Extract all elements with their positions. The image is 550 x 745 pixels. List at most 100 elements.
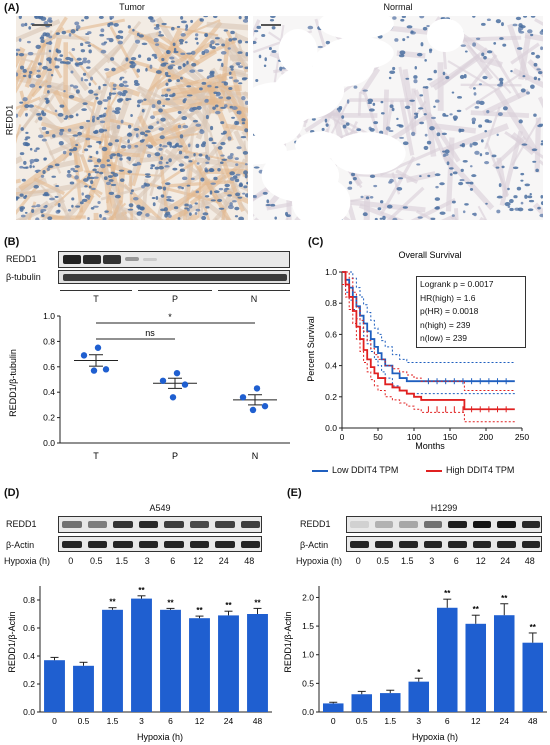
tissue-nucleus	[209, 70, 215, 74]
tissue-nucleus	[424, 133, 428, 137]
tissue-nucleus	[234, 206, 240, 211]
chart-c-survival: Overall Survival Percent Survival Months…	[306, 250, 529, 451]
tissue-nucleus	[368, 108, 375, 112]
tissue-nucleus	[107, 96, 112, 100]
tissue-nucleus	[130, 114, 133, 118]
tissue-nucleus	[145, 144, 151, 147]
chart-e-ylabel: REDD1/β-Actin	[283, 611, 293, 672]
tissue-nucleus	[91, 187, 96, 190]
timepoint-label: 24	[500, 556, 511, 566]
tissue-nucleus	[119, 77, 123, 81]
bar-xtick-label: 0	[331, 716, 336, 726]
tissue-nucleus	[110, 57, 115, 61]
tissue-nucleus	[173, 47, 177, 52]
tissue-nucleus	[535, 168, 539, 173]
tissue-nucleus	[45, 99, 49, 105]
tissue-nucleus	[139, 206, 145, 211]
tissue-nucleus	[101, 146, 108, 152]
tissue-nucleus	[241, 121, 246, 125]
chart-c-ytick-label: 0.0	[325, 423, 337, 433]
tissue-strand	[201, 199, 211, 220]
tissue-nucleus	[151, 196, 156, 200]
tissue-nucleus	[182, 125, 189, 129]
e-hypoxia-label: Hypoxia (h)	[296, 556, 343, 566]
tissue-nucleus	[256, 25, 262, 30]
tissue-nucleus	[373, 184, 378, 188]
tissue-nucleus	[74, 175, 79, 180]
tissue-nucleus	[367, 98, 374, 103]
tissue-nucleus	[42, 193, 48, 197]
tissue-nucleus	[189, 212, 192, 216]
tissue-nucleus	[399, 136, 405, 139]
bar-sig-label: **	[138, 586, 145, 595]
tissue-nucleus	[136, 104, 141, 108]
tissue-nucleus	[417, 216, 423, 219]
tissue-nucleus	[85, 137, 91, 141]
tissue-nucleus	[68, 94, 75, 99]
tissue-nucleus	[165, 49, 171, 55]
tissue-nucleus	[217, 145, 223, 150]
tissue-strand	[534, 117, 542, 173]
tissue-nucleus	[228, 38, 233, 42]
tissue-nucleus	[115, 35, 122, 40]
tissue-nucleus	[87, 31, 92, 35]
tissue-nucleus	[111, 67, 116, 72]
tissue-nucleus	[428, 48, 433, 52]
tissue-nucleus	[177, 110, 182, 114]
tissue-nucleus	[495, 166, 500, 169]
tissue-nucleus	[449, 173, 453, 176]
alveolar-space	[292, 177, 351, 220]
tissue-nucleus	[429, 126, 435, 131]
legend-low-swatch	[312, 470, 328, 472]
tissue-strand	[432, 53, 482, 91]
tissue-nucleus	[485, 151, 490, 155]
bar-sig-label: **	[473, 605, 480, 614]
tissue-nucleus	[46, 18, 52, 23]
tissue-nucleus	[160, 208, 166, 212]
tissue-nucleus	[70, 29, 76, 34]
tissue-nucleus	[230, 30, 235, 35]
tissue-nucleus	[422, 26, 428, 31]
tissue-nucleus	[87, 172, 91, 177]
tissue-nucleus	[127, 139, 130, 144]
tissue-nucleus	[202, 212, 209, 216]
tissue-strand	[168, 99, 204, 129]
tissue-nucleus	[264, 57, 267, 62]
tissue-nucleus	[130, 189, 134, 193]
tissue-nucleus	[166, 195, 172, 199]
tissue-nucleus	[155, 196, 159, 200]
tissue-nucleus	[221, 62, 224, 68]
tissue-nucleus	[46, 68, 52, 72]
tissue-nucleus	[98, 85, 101, 90]
tissue-nucleus	[120, 35, 124, 40]
tissue-nucleus	[155, 43, 160, 46]
tissue-nucleus	[469, 181, 474, 185]
tissue-strand	[160, 159, 198, 185]
tissue-nucleus	[141, 109, 145, 113]
tissue-nucleus	[510, 69, 513, 73]
tissue-nucleus	[117, 30, 124, 34]
tissue-nucleus	[137, 206, 141, 210]
tissue-nucleus	[164, 182, 171, 186]
tissue-nucleus	[114, 194, 121, 199]
tissue-nucleus	[176, 79, 180, 83]
bar-xtick-label: 1.5	[107, 716, 119, 726]
timepoint-label: 12	[193, 556, 204, 566]
tissue-nucleus	[200, 177, 205, 182]
tissue-nucleus	[28, 26, 32, 30]
tissue-nucleus	[119, 157, 123, 161]
tissue-nucleus	[19, 165, 24, 169]
tissue-nucleus	[458, 128, 462, 133]
tissue-nucleus	[24, 138, 28, 141]
tissue-nucleus	[217, 198, 223, 202]
tissue-strand	[231, 106, 248, 134]
tissue-nucleus	[237, 51, 243, 54]
tissue-nucleus	[441, 132, 447, 136]
bar-xtick-label: 3	[139, 716, 144, 726]
tissue-nucleus	[416, 163, 421, 166]
tissue-strand	[106, 20, 142, 64]
tissue-nucleus	[169, 64, 176, 67]
tissue-nucleus	[196, 162, 200, 165]
stat-hr: HR(high) = 1.6	[420, 292, 476, 303]
tissue-strand	[379, 156, 416, 215]
